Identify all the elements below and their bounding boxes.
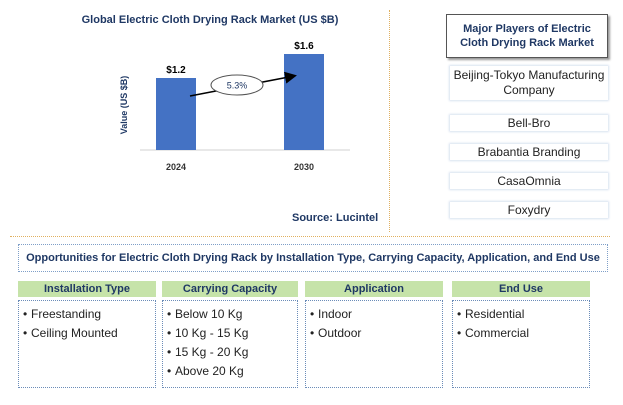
- list-item: • Below 10 Kg: [167, 307, 243, 321]
- segment-header-carrying-capacity: Carrying Capacity: [162, 281, 298, 297]
- segment-header-end-use: End Use: [452, 281, 590, 297]
- segment-header-application: Application: [305, 281, 443, 297]
- player-item: Bell-Bro: [450, 115, 608, 131]
- data-label-2024: $1.2: [166, 65, 186, 76]
- list-item-label: Freestanding: [31, 307, 102, 321]
- bar-2024: [156, 78, 196, 150]
- list-item: • 15 Kg - 20 Kg: [167, 345, 249, 359]
- list-item-label: Commercial: [465, 326, 530, 340]
- list-item-label: Residential: [465, 307, 525, 321]
- data-label-2030: $1.6: [294, 41, 314, 52]
- bar-chart: Value (US $B) $1.2 2024 $1.6 2030 5.3%: [119, 41, 350, 172]
- cagr-bubble: [210, 74, 264, 96]
- segment-header-installation-type: Installation Type: [18, 281, 156, 297]
- segment-list-installation-type: • Freestanding • Ceiling Mounted: [18, 300, 156, 388]
- list-item-label: 15 Kg - 20 Kg: [175, 345, 249, 359]
- list-item-label: Outdoor: [318, 326, 362, 340]
- list-item-label: Below 10 Kg: [175, 307, 243, 321]
- player-item: CasaOmnia: [450, 173, 608, 189]
- list-item: • Outdoor: [310, 326, 362, 340]
- list-item: • 10 Kg - 15 Kg: [167, 326, 249, 340]
- list-item: • Residential: [457, 307, 525, 321]
- segment-list-end-use: • Residential • Commercial: [452, 300, 590, 388]
- players-title: Major Players of Electric Cloth Drying R…: [446, 14, 608, 58]
- player-item: Beijing-Tokyo Manufacturing Company: [450, 66, 608, 100]
- bar-2030: [284, 54, 324, 150]
- segment-list-application: • Indoor • Outdoor: [305, 300, 443, 388]
- horizontal-divider: [10, 236, 610, 237]
- list-item-label: Above 20 Kg: [175, 364, 244, 378]
- vertical-divider: [389, 10, 390, 232]
- list-item: • Indoor: [310, 307, 353, 321]
- segment-list-carrying-capacity: • Below 10 Kg • 10 Kg - 15 Kg • 15 Kg - 20 …: [162, 300, 298, 388]
- list-item-label: 10 Kg - 15 Kg: [175, 326, 249, 340]
- player-item: Brabantia Branding: [450, 144, 608, 160]
- list-item: • Freestanding: [23, 307, 102, 321]
- list-item: • Above 20 Kg: [167, 364, 244, 378]
- x-tick-label-2030: 2030: [294, 162, 314, 172]
- chart-source: Source: Lucintel: [292, 212, 379, 224]
- list-item: • Ceiling Mounted: [23, 326, 118, 340]
- player-item: Foxydry: [450, 202, 608, 218]
- list-item: • Commercial: [457, 326, 530, 340]
- list-item-label: Indoor: [318, 307, 353, 321]
- cagr-label: 5.3%: [227, 81, 248, 91]
- opportunities-banner: Opportunities for Electric Cloth Drying …: [18, 244, 608, 272]
- y-axis-label: Value (US $B): [119, 76, 129, 135]
- chart-title: Global Electric Cloth Drying Rack Market…: [81, 14, 339, 26]
- list-item-label: Ceiling Mounted: [31, 326, 118, 340]
- x-tick-label-2024: 2024: [166, 162, 186, 172]
